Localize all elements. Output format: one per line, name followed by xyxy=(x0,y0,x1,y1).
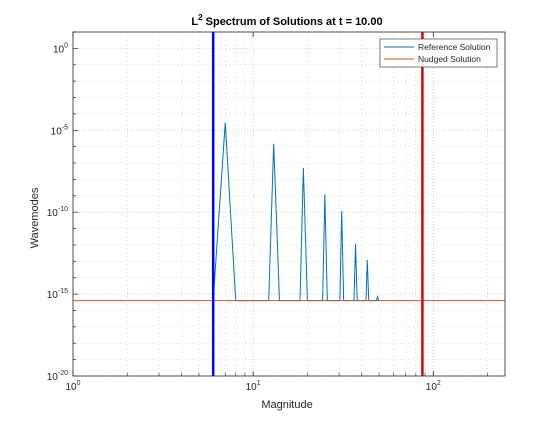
title-rest: Spectrum of Solutions at t = 10.00 xyxy=(203,16,383,28)
legend-label-reference: Reference Solution xyxy=(418,42,491,52)
x-tick-label: 102 xyxy=(426,380,441,393)
y-tick-label: 100 xyxy=(53,42,68,55)
chart-title: L2 Spectrum of Solutions at t = 10.00 xyxy=(191,13,382,28)
x-tick-label: 100 xyxy=(65,380,80,393)
axes-box xyxy=(72,31,506,377)
tick-marks xyxy=(72,31,488,377)
vertical-lines xyxy=(211,32,424,376)
legend-label-nudged: Nudged Solution xyxy=(418,54,481,64)
x-tick-label: 101 xyxy=(246,380,261,393)
y-tick-label: 10-15 xyxy=(47,288,68,301)
legend-box xyxy=(379,38,498,68)
y-axis-label: Wavemodes xyxy=(29,187,41,248)
y-tick-label: 10-5 xyxy=(51,124,68,137)
y-tick-label: 10-20 xyxy=(47,370,68,383)
y-tick-labels: 100 10-5 10-10 10-15 10-20 xyxy=(47,42,68,383)
series-layer xyxy=(73,122,505,302)
title-prefix: L xyxy=(191,16,198,28)
x-tick-labels: 100 101 102 xyxy=(65,380,440,393)
y-tick-label: 10-10 xyxy=(47,206,68,219)
legend: Reference Solution Nudged Solution xyxy=(379,38,498,68)
x-axis-label: Magnitude xyxy=(261,399,312,411)
axes-background xyxy=(73,32,505,376)
title-superscript: 2 xyxy=(198,13,203,22)
